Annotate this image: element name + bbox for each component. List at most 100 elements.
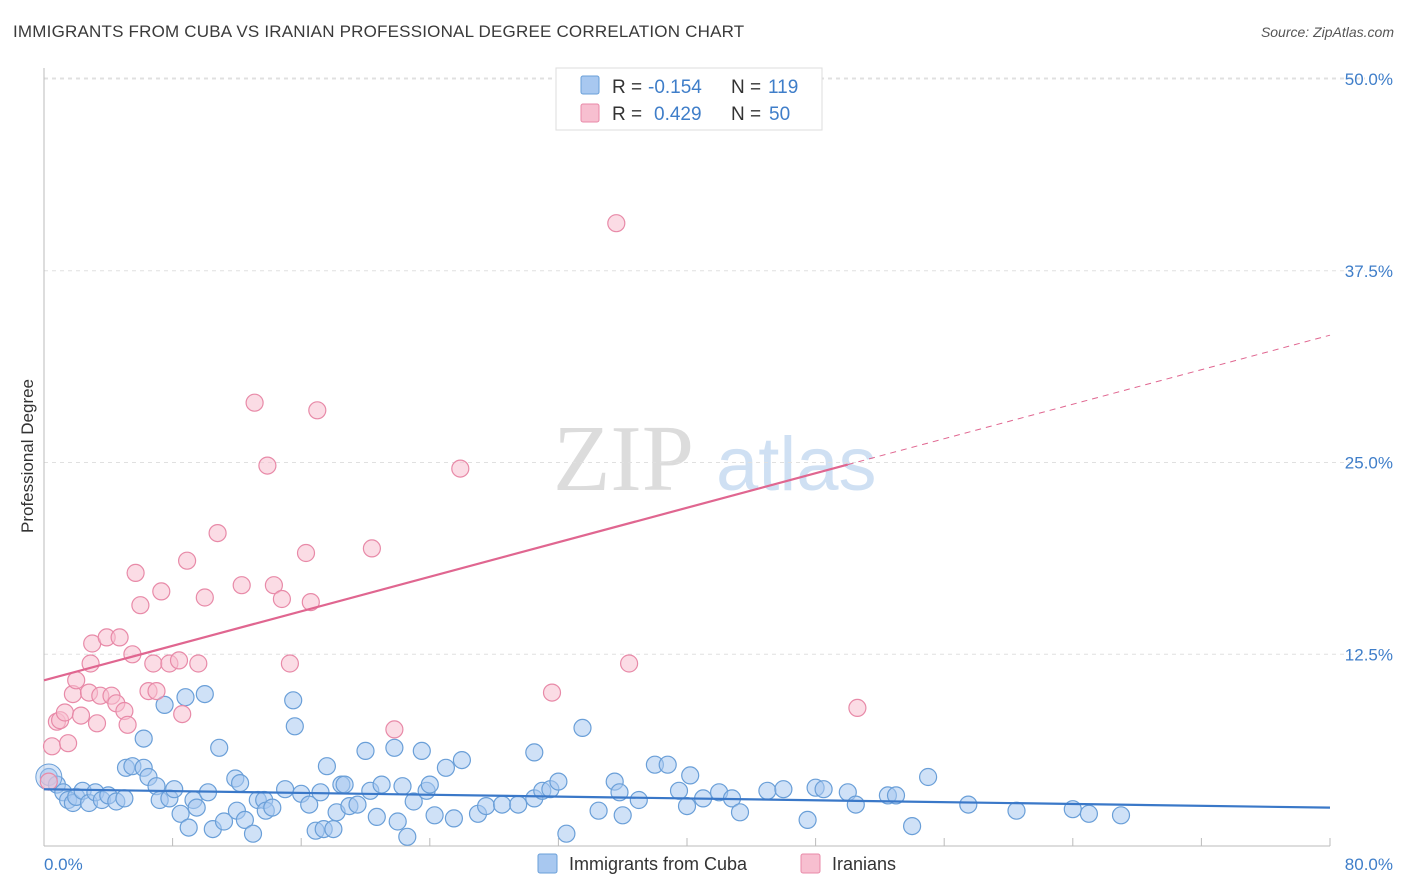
cuba-point — [525, 743, 544, 762]
cuba-point — [356, 741, 375, 761]
iranian-point — [58, 734, 78, 753]
cuba-point — [243, 824, 263, 843]
iranian-point — [232, 576, 251, 595]
x-axis-ticks — [43, 838, 1331, 846]
y-tick-label: 12.5% — [1345, 645, 1393, 664]
cuba-point — [195, 684, 214, 704]
cuba-point — [814, 780, 833, 799]
cuba-point — [774, 780, 793, 799]
stats-n-label-iranians: N = — [731, 104, 761, 125]
stats-r-label-iranians: R = — [612, 104, 642, 125]
iranian-point — [607, 214, 626, 233]
cuba-point — [388, 812, 407, 831]
iranian-point — [619, 654, 639, 673]
cuba-point — [115, 789, 134, 808]
iranian-point — [264, 576, 283, 595]
y-tick-labels: 12.5% 25.0% 37.5% 50.0% — [1345, 70, 1393, 664]
cuba-point — [412, 741, 431, 761]
trendline-iranians — [43, 463, 849, 682]
iranian-point — [118, 715, 137, 734]
cuba-point — [179, 818, 198, 837]
trendline-iranians-extension — [847, 334, 1331, 466]
cuba-point — [235, 810, 254, 830]
cuba-point — [918, 767, 938, 787]
x-tick-label-min: 0.0% — [44, 855, 83, 874]
gridlines — [44, 77, 1365, 655]
watermark-zip: ZIP — [553, 407, 694, 511]
cuba-point — [348, 795, 367, 814]
series-cuba — [35, 684, 1131, 846]
iranian-point — [178, 551, 197, 570]
y-axis-label: Professional Degree — [18, 379, 37, 533]
cuba-point — [436, 758, 455, 777]
legend-swatch-cuba — [537, 853, 558, 874]
cuba-point — [798, 810, 817, 830]
cuba-point — [155, 695, 174, 715]
cuba-point — [902, 816, 922, 836]
iranian-point — [42, 737, 62, 756]
cuba-point — [276, 780, 295, 799]
cuba-point — [629, 790, 648, 810]
cuba-point — [300, 795, 319, 814]
stats-r-value-iranians: 0.429 — [654, 104, 702, 125]
cuba-point — [509, 795, 528, 814]
iranian-point — [308, 401, 327, 420]
stats-n-value-iranians: 50 — [769, 104, 790, 125]
iranian-point — [173, 704, 192, 724]
legend-label-cuba: Immigrants from Cuba — [569, 854, 748, 874]
cuba-point — [573, 718, 592, 738]
cuba-point — [557, 824, 576, 843]
iranian-point — [131, 596, 150, 615]
cuba-point — [493, 795, 512, 814]
cuba-point — [393, 777, 412, 796]
cuba-point — [404, 792, 423, 811]
iranian-point — [272, 589, 291, 609]
cuba-point — [677, 796, 697, 816]
cuba-point — [367, 807, 386, 827]
cuba-point — [730, 803, 750, 822]
stats-n-label-cuba: N = — [731, 77, 761, 98]
cuba-point — [284, 691, 303, 710]
iranian-point — [110, 628, 129, 647]
y-tick-label: 37.5% — [1345, 262, 1393, 281]
cuba-point — [165, 780, 184, 799]
stats-r-value-cuba: -0.154 — [648, 77, 702, 98]
cuba-point — [452, 750, 471, 770]
cuba-point — [959, 795, 978, 814]
y-tick-label: 25.0% — [1345, 454, 1393, 473]
cuba-point — [134, 729, 153, 748]
cuba-point — [477, 796, 496, 816]
cuba-point — [372, 775, 391, 794]
iranian-point — [208, 523, 227, 543]
series-iranians — [39, 214, 867, 791]
cuba-point — [589, 801, 608, 820]
trendlines — [43, 334, 1331, 809]
cuba-point — [324, 819, 343, 839]
cuba-point — [658, 755, 677, 774]
iranian-point — [245, 393, 264, 412]
iranian-point — [87, 714, 107, 733]
iranian-point — [152, 582, 171, 601]
iranian-point — [71, 706, 91, 725]
x-tick-labels: 0.0% 80.0% — [44, 855, 1393, 874]
trendline-cuba — [43, 788, 1331, 809]
cuba-point — [549, 772, 568, 791]
chart-source: Source: ZipAtlas.com — [1260, 24, 1394, 40]
iranian-point — [195, 588, 214, 607]
cuba-point — [335, 775, 354, 794]
stats-legend: R = -0.154 N = 119 R = 0.429 N = 50 — [555, 67, 823, 131]
iranian-point — [147, 681, 166, 701]
cuba-point — [187, 798, 206, 817]
iranian-point — [362, 539, 381, 558]
cuba-point — [1111, 806, 1131, 825]
stats-swatch-iranians — [580, 103, 600, 123]
iranian-point — [301, 592, 320, 612]
iranian-point — [280, 654, 299, 673]
iranian-point — [385, 720, 404, 739]
iranian-point — [542, 683, 562, 702]
cuba-point — [846, 795, 865, 814]
y-tick-label: 50.0% — [1345, 70, 1393, 89]
iranian-point — [39, 772, 58, 791]
cuba-point — [613, 806, 632, 825]
